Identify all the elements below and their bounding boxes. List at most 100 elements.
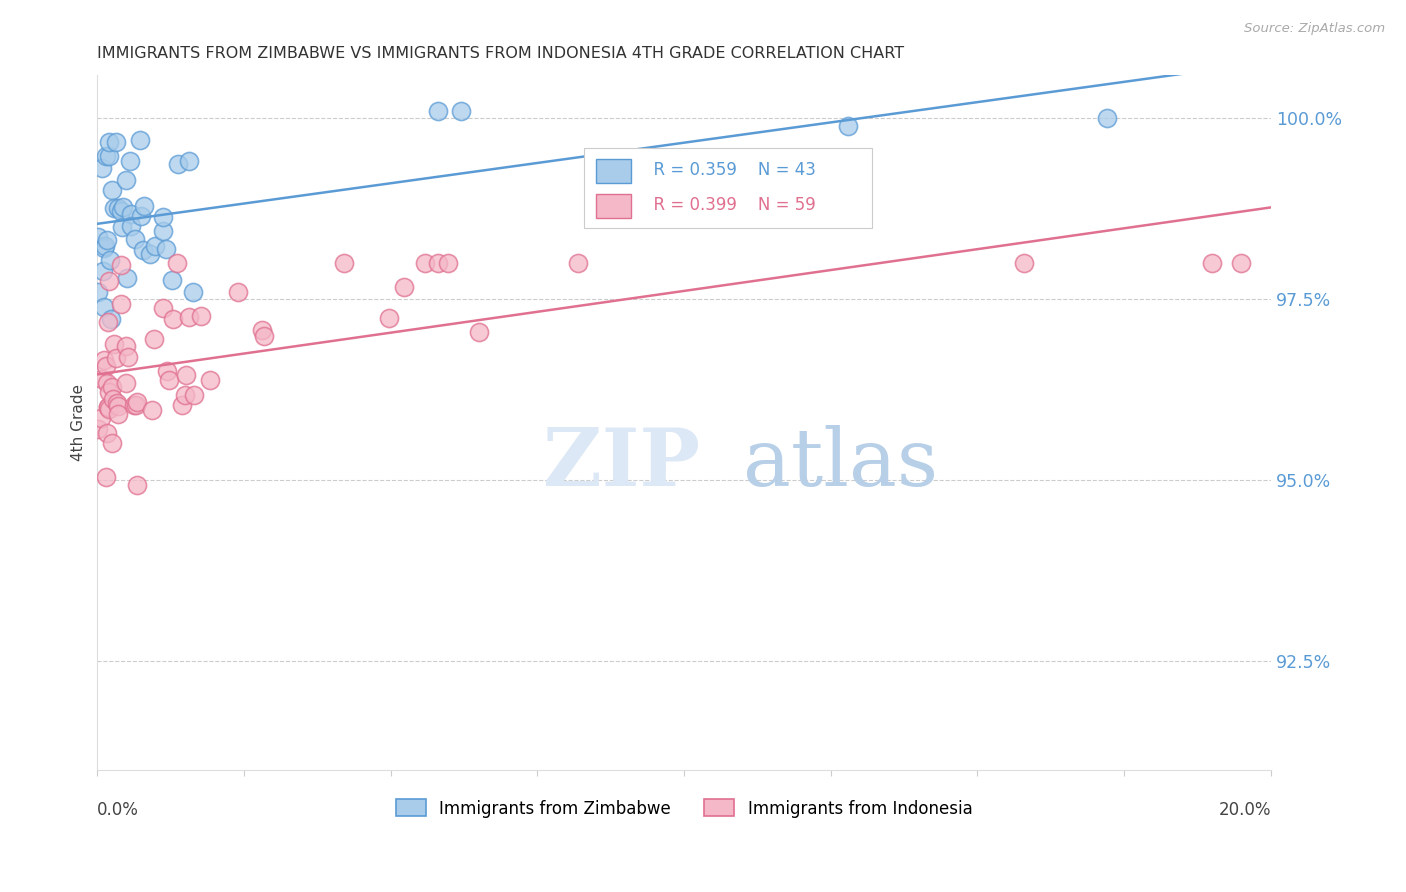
Point <box>128 133 150 147</box>
Point <box>94 149 117 163</box>
Text: 0.0%: 0.0% <box>97 801 139 819</box>
Point <box>114 376 136 390</box>
Point <box>183 285 205 299</box>
Point <box>125 478 148 492</box>
Point <box>183 388 205 402</box>
Point <box>100 183 122 197</box>
Point <box>100 436 122 450</box>
Point <box>97 402 120 417</box>
Point <box>110 204 132 219</box>
Point <box>437 256 460 270</box>
Point <box>96 376 118 390</box>
Point <box>90 411 112 425</box>
Point <box>172 398 194 412</box>
Point <box>93 241 115 255</box>
Point <box>125 395 148 409</box>
Point <box>94 238 117 252</box>
Point <box>152 211 174 225</box>
Point <box>198 373 221 387</box>
Point <box>107 202 129 216</box>
Point <box>1201 256 1223 270</box>
Point <box>103 201 125 215</box>
Point <box>110 258 132 272</box>
Point <box>426 256 449 270</box>
Point <box>142 332 165 346</box>
Point <box>112 200 135 214</box>
Point <box>91 161 114 175</box>
Point <box>103 337 125 351</box>
Point <box>177 310 200 324</box>
Point <box>179 154 201 169</box>
Point <box>114 173 136 187</box>
Point <box>162 312 184 326</box>
Text: R = 0.359    N = 43: R = 0.359 N = 43 <box>643 161 815 179</box>
Text: ZIP: ZIP <box>543 425 700 503</box>
Point <box>90 372 112 386</box>
Point <box>155 242 177 256</box>
Point <box>98 385 121 400</box>
Point <box>166 256 188 270</box>
Point <box>120 219 142 233</box>
Point <box>132 199 155 213</box>
Text: IMMIGRANTS FROM ZIMBABWE VS IMMIGRANTS FROM INDONESIA 4TH GRADE CORRELATION CHAR: IMMIGRANTS FROM ZIMBABWE VS IMMIGRANTS F… <box>97 46 904 62</box>
Point <box>450 104 472 119</box>
Point <box>124 232 146 246</box>
Point <box>97 400 120 414</box>
Point <box>131 243 153 257</box>
Point <box>567 256 589 270</box>
FancyBboxPatch shape <box>596 159 631 183</box>
Point <box>426 104 449 119</box>
Point <box>162 272 184 286</box>
FancyBboxPatch shape <box>585 148 872 227</box>
Point <box>97 149 120 163</box>
Point <box>103 392 125 406</box>
Point <box>122 398 145 412</box>
Point <box>467 325 489 339</box>
Point <box>1014 256 1036 270</box>
Point <box>96 359 118 373</box>
Text: 20.0%: 20.0% <box>1219 801 1271 819</box>
Point <box>129 209 152 223</box>
Point <box>97 274 120 288</box>
Point <box>87 422 110 436</box>
Text: atlas: atlas <box>742 425 938 503</box>
Point <box>167 157 190 171</box>
Point <box>250 323 273 337</box>
Point <box>105 396 128 410</box>
Point <box>157 373 180 387</box>
Point <box>226 285 249 299</box>
Point <box>111 220 134 235</box>
Point <box>107 399 129 413</box>
Point <box>253 329 276 343</box>
Point <box>152 224 174 238</box>
Point <box>87 285 110 299</box>
Point <box>98 136 121 150</box>
Point <box>413 256 436 270</box>
Point <box>87 230 110 244</box>
Point <box>91 264 114 278</box>
Point <box>110 296 132 310</box>
Point <box>107 407 129 421</box>
Point <box>93 353 115 368</box>
Point <box>837 119 859 133</box>
Point <box>333 256 356 270</box>
Point <box>117 351 139 365</box>
Point <box>96 233 118 247</box>
Point <box>141 403 163 417</box>
Point <box>118 154 141 169</box>
FancyBboxPatch shape <box>596 194 631 218</box>
Point <box>100 379 122 393</box>
Point <box>378 311 401 326</box>
Point <box>120 207 142 221</box>
Point <box>105 351 128 365</box>
Point <box>1095 112 1118 126</box>
Point <box>143 239 166 253</box>
Point <box>190 309 212 323</box>
Point <box>156 364 179 378</box>
Point <box>96 469 118 483</box>
Point <box>174 368 197 383</box>
Y-axis label: 4th Grade: 4th Grade <box>72 384 86 461</box>
Point <box>139 246 162 260</box>
Point <box>105 135 128 149</box>
Point <box>152 301 174 315</box>
